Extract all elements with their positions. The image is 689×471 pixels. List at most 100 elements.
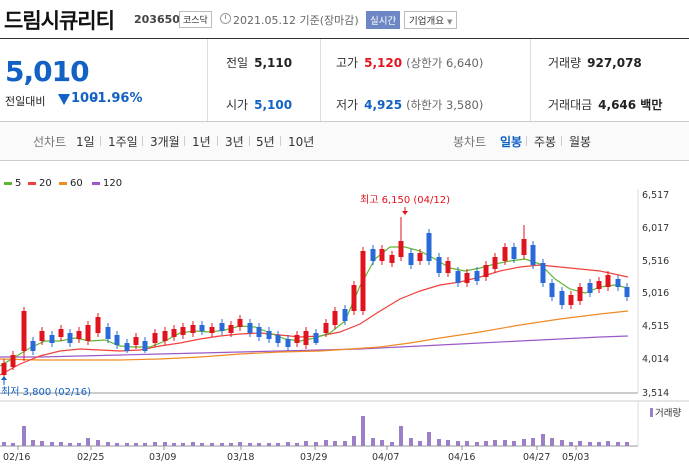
- x-tick: 02/25: [77, 452, 104, 463]
- high-label: 고가: [336, 56, 359, 70]
- volume-bar: [295, 443, 299, 446]
- candle-body: [76, 331, 82, 339]
- volume-legend-swatch: [650, 408, 653, 417]
- candle-body: [256, 327, 262, 337]
- market-badge: 코스닥: [179, 11, 212, 28]
- legend-ma60: 60: [59, 178, 83, 189]
- candle-body: [398, 241, 404, 257]
- volume-bar: [50, 442, 54, 446]
- volume-bar: [134, 443, 138, 446]
- stock-code: 203650: [134, 13, 180, 26]
- volume-bar: [40, 441, 44, 446]
- candle-body: [237, 319, 243, 327]
- candle-body: [247, 323, 253, 333]
- clock-icon: [220, 13, 231, 24]
- x-tick: 03/09: [149, 452, 176, 463]
- legend-label: 5: [15, 178, 22, 189]
- candle-body: [624, 287, 630, 297]
- volume-bar: [588, 442, 592, 446]
- candle-body: [39, 331, 45, 341]
- company-info-button[interactable]: 기업개요 ▼: [404, 11, 458, 29]
- volume-bar: [181, 443, 185, 446]
- price-area: 5,010 전일대비 100 -1.96% 전일 5,110 시가 5,100 고가…: [0, 39, 689, 121]
- volume-bar: [77, 443, 81, 446]
- ma20-line: [0, 264, 629, 376]
- price-chart: 6,517 6,017 5,516 5,016 4,515 4,014 3,51…: [0, 189, 689, 463]
- y-tick: 5,516: [642, 256, 669, 267]
- tab-separator: [526, 136, 527, 146]
- low-sub: (하한가 3,580): [406, 98, 484, 112]
- tab-3year[interactable]: 3년: [225, 135, 244, 149]
- candle-body: [95, 317, 101, 333]
- open-price: 시가 5,100: [226, 96, 292, 113]
- tab-monthly[interactable]: 월봉: [569, 135, 592, 149]
- volume-value: 927,078: [587, 56, 642, 70]
- tab-separator: [561, 136, 562, 146]
- volume-bar: [106, 442, 110, 446]
- volume-bar: [522, 439, 526, 446]
- candle-body: [1, 363, 7, 375]
- legend-label: 120: [103, 178, 123, 189]
- candle-body: [85, 325, 91, 341]
- ma60-line: [0, 310, 629, 361]
- volume-bar: [153, 442, 157, 446]
- volume-bar: [560, 440, 564, 446]
- candle-body: [408, 253, 414, 265]
- high-sub: (상한가 6,640): [406, 56, 484, 70]
- candle-body: [360, 251, 366, 311]
- change-label: 전일대비: [5, 95, 46, 108]
- candle-body: [370, 249, 376, 261]
- volume-bar: [172, 443, 176, 446]
- tab-3month[interactable]: 3개월: [150, 135, 180, 149]
- candles: [1, 217, 630, 379]
- volume-bar: [304, 441, 308, 446]
- tab-candle-chart[interactable]: 봉차트: [453, 135, 487, 149]
- legend-ma5: 5: [4, 178, 21, 189]
- realtime-button[interactable]: 실시간: [366, 11, 401, 29]
- x-tick: 03/18: [227, 452, 254, 463]
- candle-body: [389, 255, 395, 263]
- volume-bar: [314, 442, 318, 446]
- date-text: 2021.05.12 기준(장마감): [233, 14, 359, 27]
- volume-label: 거래량: [655, 407, 681, 419]
- divider: [320, 39, 321, 121]
- tab-5year[interactable]: 5년: [256, 135, 275, 149]
- tab-daily[interactable]: 일봉: [500, 135, 523, 149]
- tab-line-chart[interactable]: 선차트: [33, 135, 67, 149]
- tab-10year[interactable]: 10년: [288, 135, 315, 149]
- candle-body: [58, 329, 64, 337]
- volume-bar: [238, 442, 242, 446]
- candle-body: [549, 283, 555, 297]
- volume-bars: [2, 416, 629, 446]
- candle-body: [464, 273, 470, 283]
- candle-body: [275, 335, 281, 343]
- volume-bar: [276, 443, 280, 446]
- divider: [207, 39, 208, 121]
- tab-1year[interactable]: 1년: [192, 135, 211, 149]
- volume-bar: [475, 442, 479, 446]
- volume: 거래량 927,078: [548, 54, 642, 71]
- volume-bar: [409, 438, 413, 446]
- x-tick: 04/07: [372, 452, 399, 463]
- change-value: 100: [71, 91, 99, 106]
- candle-body: [303, 331, 309, 345]
- candle-body: [171, 329, 177, 337]
- tab-1week[interactable]: 1주일: [108, 135, 138, 149]
- high-value: 5,120: [364, 56, 403, 70]
- volume-bar: [248, 443, 252, 446]
- current-price: 5,010: [5, 55, 90, 88]
- x-axis-ticks: 02/16 02/25 03/09 03/18 03/29 04/07 04/1…: [3, 452, 589, 463]
- candle-body: [124, 343, 130, 351]
- high-price: 고가 5,120 (상한가 6,640): [336, 54, 483, 71]
- y-tick: 6,517: [642, 190, 669, 201]
- candle-body: [313, 333, 319, 343]
- prev-value: 5,110: [254, 56, 293, 70]
- tab-1day[interactable]: 1일: [76, 135, 95, 149]
- volume-bar: [606, 441, 610, 446]
- volume-bar: [220, 443, 224, 446]
- volume-bar: [343, 441, 347, 446]
- amount-value: 4,646 백만: [598, 98, 663, 112]
- low-annotation: 최저 3,800 (02/16): [1, 386, 91, 398]
- volume-bar: [163, 442, 167, 446]
- tab-weekly[interactable]: 주봉: [534, 135, 557, 149]
